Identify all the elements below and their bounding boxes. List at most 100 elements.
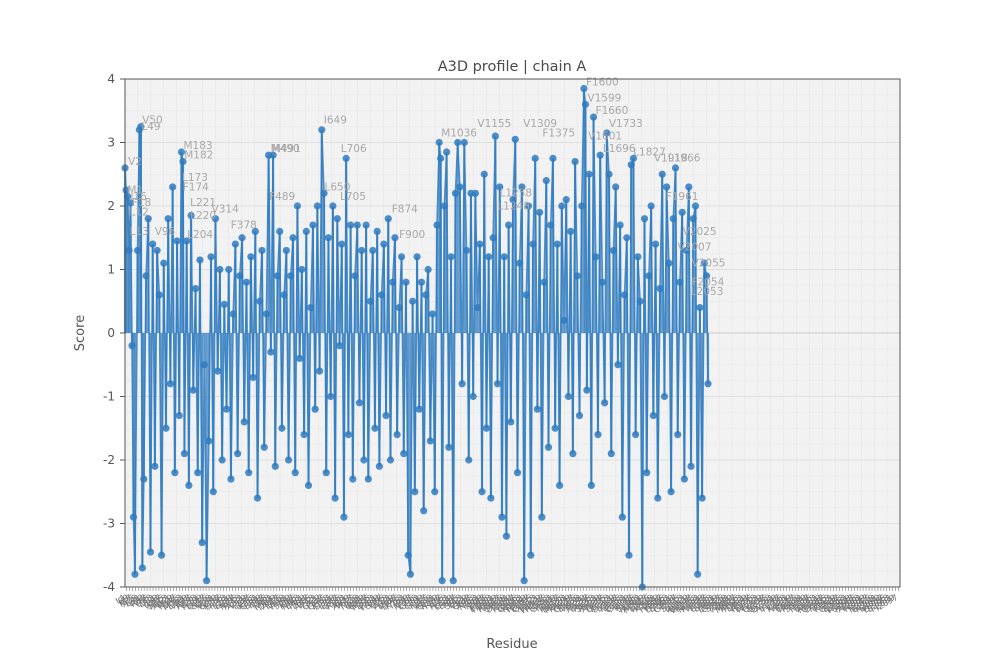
data-point xyxy=(144,215,152,223)
data-point xyxy=(578,202,586,210)
data-point xyxy=(426,437,434,445)
data-point xyxy=(151,462,159,470)
annotation-label: L1966 xyxy=(668,153,701,165)
data-point xyxy=(242,278,251,286)
data-point xyxy=(389,278,397,286)
data-point xyxy=(643,469,651,477)
data-point xyxy=(636,297,644,305)
data-point xyxy=(689,215,697,223)
data-point xyxy=(645,272,653,280)
annotation-label: V314 xyxy=(212,204,240,216)
data-point xyxy=(676,278,684,286)
data-point xyxy=(327,392,335,401)
annotation-label: V2055 xyxy=(692,258,726,270)
annotation-label: F1375 xyxy=(542,127,575,139)
data-point xyxy=(627,161,635,169)
data-point xyxy=(300,431,308,439)
data-point xyxy=(173,237,181,245)
data-point xyxy=(409,297,417,305)
data-point xyxy=(236,272,244,280)
data-point xyxy=(674,431,682,439)
data-point xyxy=(260,443,268,451)
data-point xyxy=(498,513,506,521)
annotation-label: L221 xyxy=(190,197,216,209)
data-point xyxy=(549,154,557,162)
data-point xyxy=(273,272,282,280)
data-point xyxy=(137,123,145,131)
data-point xyxy=(518,183,526,191)
data-point xyxy=(271,462,279,470)
data-point xyxy=(544,443,553,451)
data-point xyxy=(386,456,395,464)
data-point xyxy=(276,227,284,235)
x-axis-ticks: L1S9I17K25A33E41L49R57V65G73D81F89L97V10… xyxy=(114,587,900,617)
annotation-label: V1155 xyxy=(477,118,511,130)
data-point xyxy=(567,227,575,235)
data-point xyxy=(651,240,660,248)
data-point xyxy=(682,246,691,255)
data-point xyxy=(649,411,657,420)
data-point xyxy=(493,380,502,388)
annotation-label: L1248 xyxy=(497,200,530,212)
data-point xyxy=(533,405,542,413)
annotation-label: M1036 xyxy=(441,127,477,139)
data-point xyxy=(581,100,590,108)
data-point xyxy=(304,481,313,489)
data-point xyxy=(344,431,352,439)
y-axis-ticks: -4 -3 -2 -1 0 1 2 3 4 xyxy=(103,72,125,594)
data-point xyxy=(694,570,702,578)
data-point xyxy=(700,259,708,267)
data-point xyxy=(362,221,370,229)
data-point xyxy=(302,227,310,235)
data-point xyxy=(696,304,704,312)
annotation-label: I16 xyxy=(130,191,147,203)
annotation-label: L49 xyxy=(141,121,160,133)
data-point xyxy=(180,450,189,458)
data-point xyxy=(614,361,622,369)
data-point xyxy=(691,202,700,210)
data-point xyxy=(397,253,406,261)
data-point xyxy=(564,392,573,401)
annotation-label: F1961 xyxy=(666,191,699,203)
data-point xyxy=(309,221,317,229)
data-point xyxy=(340,513,348,521)
data-point xyxy=(509,196,517,204)
data-point xyxy=(205,437,213,445)
data-point xyxy=(569,450,577,458)
data-point xyxy=(476,240,484,248)
data-point xyxy=(462,246,471,255)
data-point xyxy=(296,354,304,362)
data-point xyxy=(516,259,524,267)
data-point xyxy=(460,138,468,147)
data-point xyxy=(698,494,706,502)
data-point xyxy=(122,186,130,194)
data-point xyxy=(240,418,248,426)
series-line-layer xyxy=(124,88,709,588)
annotation-label: V50 xyxy=(142,115,163,127)
data-point xyxy=(166,380,175,388)
data-point xyxy=(502,532,511,540)
data-point xyxy=(384,215,392,223)
data-point xyxy=(211,215,220,223)
annotation-label: F874 xyxy=(392,204,418,216)
data-point xyxy=(360,456,368,464)
data-point xyxy=(558,202,566,210)
data-point xyxy=(612,183,620,191)
data-point xyxy=(620,291,629,299)
data-point xyxy=(551,424,559,432)
annotation-label: F489 xyxy=(269,191,295,203)
data-point xyxy=(282,246,290,255)
annotation-label: L650 xyxy=(325,181,351,193)
data-point xyxy=(422,291,430,299)
data-point xyxy=(454,138,462,147)
data-point xyxy=(671,164,680,172)
data-point xyxy=(420,507,428,515)
data-point xyxy=(220,300,228,309)
data-point xyxy=(433,221,441,229)
data-point xyxy=(529,240,537,248)
data-point xyxy=(307,304,315,312)
data-point xyxy=(324,234,333,242)
points-layer xyxy=(121,84,712,591)
data-point xyxy=(573,272,581,280)
annotation-label: L1827 xyxy=(633,146,666,158)
